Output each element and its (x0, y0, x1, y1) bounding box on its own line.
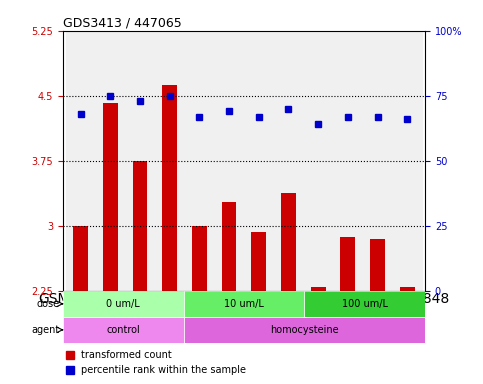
Text: percentile rank within the sample: percentile rank within the sample (81, 365, 246, 375)
Bar (66, 31, 96, 291)
Text: 10 um/L: 10 um/L (224, 299, 264, 309)
Bar (155, 31, 185, 291)
Bar (333, 31, 363, 291)
FancyBboxPatch shape (63, 317, 184, 343)
Text: GDS3413 / 447065: GDS3413 / 447065 (63, 17, 182, 30)
Bar (370, 239, 385, 291)
Bar (392, 31, 422, 291)
Bar (281, 193, 296, 291)
Bar (185, 31, 214, 291)
Bar (125, 31, 155, 291)
FancyBboxPatch shape (304, 291, 425, 317)
Bar (132, 161, 147, 291)
Text: agent: agent (31, 325, 59, 335)
Bar (192, 226, 207, 291)
Text: homocysteine: homocysteine (270, 325, 339, 335)
FancyBboxPatch shape (63, 291, 184, 317)
Bar (251, 232, 266, 291)
Bar (244, 31, 273, 291)
Bar (103, 103, 118, 291)
Text: control: control (106, 325, 140, 335)
Bar (341, 237, 355, 291)
FancyBboxPatch shape (184, 317, 425, 343)
Text: 0 um/L: 0 um/L (106, 299, 140, 309)
Bar (222, 202, 237, 291)
FancyBboxPatch shape (184, 291, 304, 317)
Bar (214, 31, 244, 291)
Text: dose: dose (36, 299, 59, 309)
Bar (96, 31, 125, 291)
Text: transformed count: transformed count (81, 349, 171, 359)
Bar (303, 31, 333, 291)
Text: 100 um/L: 100 um/L (341, 299, 388, 309)
Bar (363, 31, 392, 291)
Bar (73, 226, 88, 291)
Bar (311, 286, 326, 291)
Bar (273, 31, 303, 291)
Bar (162, 85, 177, 291)
Bar (400, 286, 414, 291)
